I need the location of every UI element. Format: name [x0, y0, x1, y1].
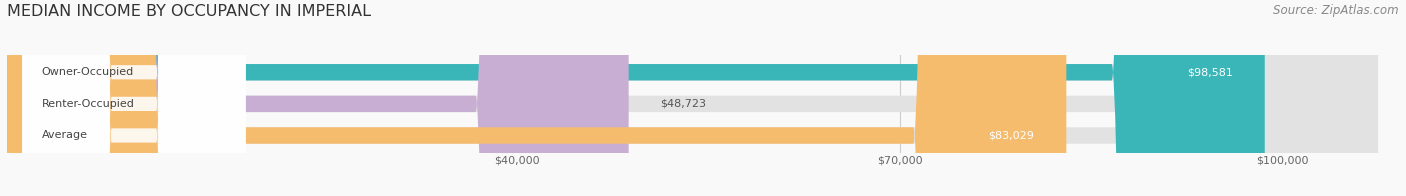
Text: $98,581: $98,581 — [1187, 67, 1233, 77]
FancyBboxPatch shape — [7, 0, 628, 196]
FancyBboxPatch shape — [7, 0, 1265, 196]
FancyBboxPatch shape — [7, 0, 1378, 196]
Text: Source: ZipAtlas.com: Source: ZipAtlas.com — [1274, 4, 1399, 17]
FancyBboxPatch shape — [22, 0, 246, 196]
FancyBboxPatch shape — [22, 0, 246, 196]
FancyBboxPatch shape — [22, 0, 246, 196]
Text: Owner-Occupied: Owner-Occupied — [42, 67, 134, 77]
Text: $83,029: $83,029 — [988, 131, 1035, 141]
FancyBboxPatch shape — [7, 0, 1378, 196]
Text: $48,723: $48,723 — [661, 99, 707, 109]
Text: MEDIAN INCOME BY OCCUPANCY IN IMPERIAL: MEDIAN INCOME BY OCCUPANCY IN IMPERIAL — [7, 4, 371, 19]
Text: Average: Average — [42, 131, 87, 141]
FancyBboxPatch shape — [7, 0, 1066, 196]
FancyBboxPatch shape — [7, 0, 1378, 196]
Text: Renter-Occupied: Renter-Occupied — [42, 99, 135, 109]
